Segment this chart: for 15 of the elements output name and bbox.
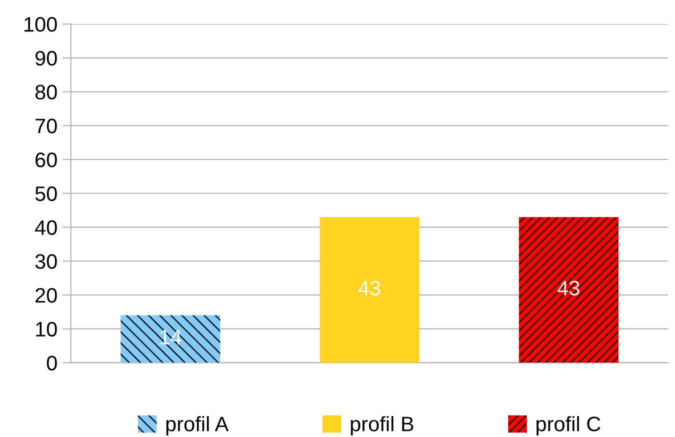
- y-tick-label: 30: [35, 254, 57, 269]
- y-tick-label: 50: [35, 186, 57, 202]
- y-tick-label: 80: [35, 84, 57, 100]
- y-tick-label: 40: [34, 220, 57, 235]
- legend-label: profil C: [536, 416, 600, 436]
- y-tick-label: 20: [36, 288, 57, 303]
- y-tick-label: 0: [46, 356, 57, 370]
- y-tick-label: 90: [35, 50, 57, 66]
- y-tick-label: 10: [36, 322, 57, 337]
- data-label: 43: [358, 280, 380, 296]
- y-tick-label: 70: [36, 118, 57, 134]
- y-tick-label: 100: [24, 17, 57, 32]
- y-tick-label: 60: [36, 152, 57, 168]
- legend-label: profil A: [166, 416, 229, 436]
- legend-label: profil B: [350, 416, 414, 436]
